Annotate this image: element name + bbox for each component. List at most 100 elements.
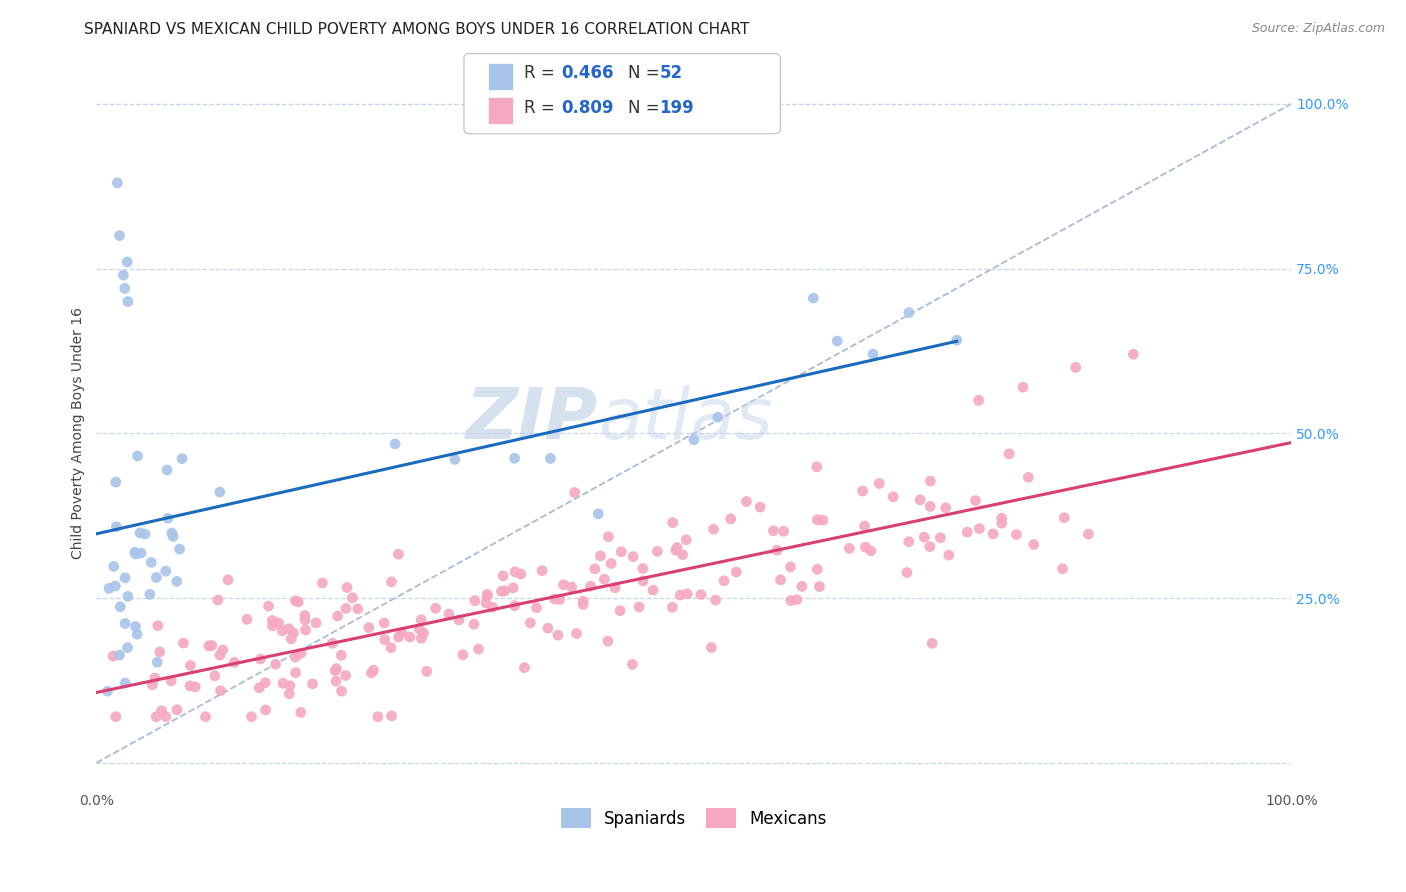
Point <box>735 494 758 508</box>
Text: SPANIARD VS MEXICAN CHILD POVERTY AMONG BOYS UNDER 16 CORRELATION CHART: SPANIARD VS MEXICAN CHILD POVERTY AMONG … <box>84 22 749 37</box>
Point <box>98 582 121 596</box>
Point <box>669 588 692 602</box>
Point <box>325 662 347 676</box>
Point <box>380 709 402 723</box>
Point <box>806 459 828 474</box>
Point <box>335 601 357 615</box>
Point <box>412 626 434 640</box>
Point <box>141 678 163 692</box>
Point <box>700 640 723 655</box>
Point <box>342 591 364 605</box>
Point <box>1053 510 1076 524</box>
Text: 0.809: 0.809 <box>561 99 613 118</box>
Point <box>162 529 184 543</box>
Point <box>772 524 794 539</box>
Point <box>938 548 960 562</box>
Point <box>598 530 620 544</box>
Point <box>384 437 406 451</box>
Point <box>290 706 312 720</box>
Point <box>853 519 876 533</box>
Point <box>749 500 772 514</box>
Point <box>852 483 875 498</box>
Point <box>672 548 695 562</box>
Point <box>115 255 138 269</box>
Point <box>609 604 631 618</box>
Point <box>294 608 316 623</box>
Point <box>103 559 125 574</box>
Point <box>207 593 229 607</box>
Point <box>170 451 193 466</box>
Text: 199: 199 <box>659 99 695 118</box>
Point <box>690 588 713 602</box>
Point <box>107 176 129 190</box>
Point <box>149 645 172 659</box>
Point <box>553 577 575 591</box>
Point <box>502 581 524 595</box>
Point <box>451 648 474 662</box>
Point <box>262 614 284 628</box>
Point <box>447 613 470 627</box>
Point <box>918 540 941 554</box>
Point <box>374 632 396 647</box>
Point <box>204 669 226 683</box>
Point <box>271 624 294 638</box>
Text: N =: N = <box>628 99 665 118</box>
Point <box>156 463 179 477</box>
Point <box>380 640 402 655</box>
Point <box>882 490 904 504</box>
Point <box>425 601 447 615</box>
Point <box>503 451 526 466</box>
Point <box>411 632 433 646</box>
Point <box>990 516 1012 531</box>
Point <box>704 593 727 607</box>
Point <box>583 562 606 576</box>
Point <box>145 570 167 584</box>
Point <box>565 626 588 640</box>
Point <box>262 619 284 633</box>
Point <box>101 649 124 664</box>
Point <box>908 492 931 507</box>
Point <box>416 665 439 679</box>
Point <box>184 680 207 694</box>
Point <box>537 621 560 635</box>
Point <box>572 594 595 608</box>
Point <box>247 681 270 695</box>
Point <box>896 566 918 580</box>
Point <box>475 596 498 610</box>
Text: N =: N = <box>628 63 665 82</box>
Point <box>387 630 409 644</box>
Point <box>127 449 149 463</box>
Point <box>104 579 127 593</box>
Text: atlas: atlas <box>598 384 773 454</box>
Point <box>357 621 380 635</box>
Point <box>437 607 460 621</box>
Point <box>579 579 602 593</box>
Point <box>267 615 290 630</box>
Point <box>548 592 571 607</box>
Point <box>155 564 177 578</box>
Point <box>645 544 668 558</box>
Point <box>114 676 136 690</box>
Point <box>284 594 307 608</box>
Point <box>114 616 136 631</box>
Point <box>160 673 183 688</box>
Point <box>1064 360 1087 375</box>
Point <box>586 507 609 521</box>
Point <box>146 655 169 669</box>
Point <box>108 648 131 662</box>
Point <box>675 533 697 547</box>
Point <box>326 609 349 624</box>
Point <box>335 668 357 682</box>
Point <box>141 556 163 570</box>
Point <box>257 599 280 613</box>
Text: R =: R = <box>524 63 561 82</box>
Point <box>477 589 499 603</box>
Point <box>224 656 246 670</box>
Point <box>631 574 654 588</box>
Text: 0.466: 0.466 <box>561 63 613 82</box>
Point <box>108 228 131 243</box>
Point <box>853 540 876 554</box>
Point <box>503 599 526 613</box>
Point <box>117 590 139 604</box>
Text: ZIP: ZIP <box>465 384 598 454</box>
